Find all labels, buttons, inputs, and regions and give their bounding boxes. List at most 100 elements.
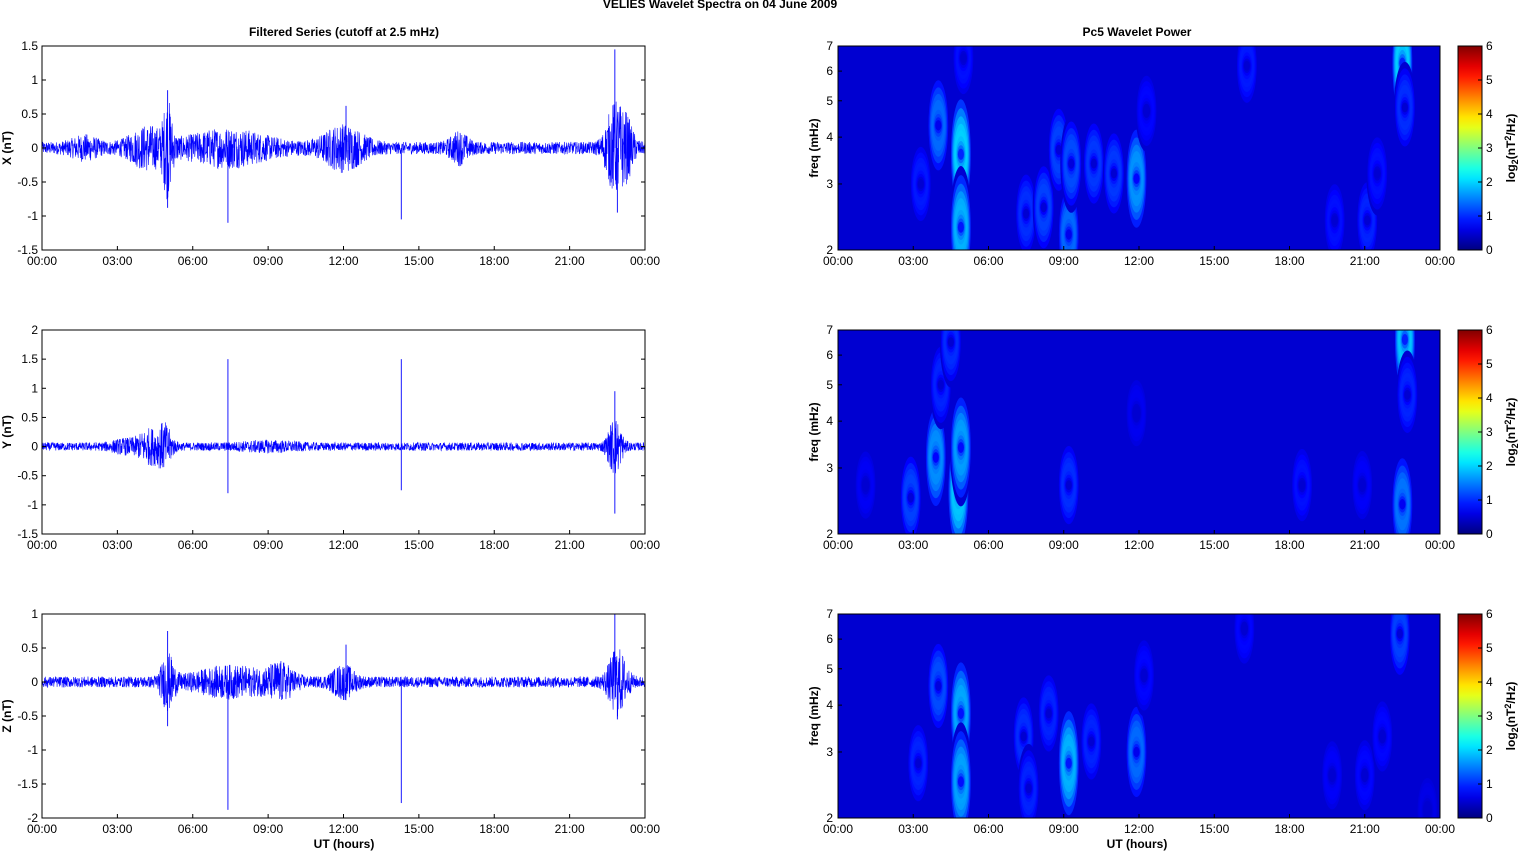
x-tick-label: 00:00 [823,538,853,552]
y-tick-label: 7 [826,323,833,337]
x-tick-label: 12:00 [328,538,358,552]
x-tick-label: 09:00 [253,254,283,268]
y-tick-label: -1 [27,743,38,757]
y-tick-label: 7 [826,607,833,621]
heatmap-blob [862,480,869,490]
x-tick-label: 15:00 [1199,538,1229,552]
x-tick-label: 09:00 [1049,822,1079,836]
y-axis-label: Y (nT) [0,415,14,449]
y-tick-label: 0.5 [21,107,38,121]
x-tick-label: 03:00 [898,538,928,552]
heatmap-blob [1361,770,1368,781]
x-tick-label: 00:00 [630,822,660,836]
y-tick-label: -2 [27,811,38,825]
heatmap-blob [1090,158,1097,169]
x-tick-label: 15:00 [1199,822,1229,836]
timeseries-panel-x: -1.5 -1 -0.5 0 0.5 1 1.5 00:00 03:00 06:00 09:00 12… [0,39,660,268]
heatmap-blob [1401,334,1408,346]
colorbar-tick-label: 0 [1486,811,1493,825]
left-column-title: Filtered Series (cutoff at 2.5 mHz) [249,25,439,39]
y-tick-label: -0.5 [17,709,38,723]
y-tick-label: 3 [826,177,833,191]
x-tick-label: 15:00 [1199,254,1229,268]
heatmap-blob [1023,208,1030,219]
x-tick-label: 06:00 [973,822,1003,836]
x-tick-label: 15:00 [404,822,434,836]
y-tick-label: -1.5 [17,777,38,791]
colorbar-tick-label: 2 [1486,743,1493,757]
x-tick-label: 12:00 [1124,822,1154,836]
heatmap-blob [1133,746,1140,758]
heatmap-blob [1359,480,1366,490]
x-tick-label: 09:00 [1049,538,1079,552]
right-xlabel: UT (hours) [1107,837,1168,851]
right-column-title: Pc5 Wavelet Power [1083,25,1192,39]
y-tick-label: 0.5 [21,410,38,424]
y-tick-label: -0.5 [17,469,38,483]
heatmap-blob [915,758,922,769]
heatmap-blob [1243,60,1250,71]
colorbar-label: log2(nT2/Hz) [1503,398,1520,467]
x-tick-label: 12:00 [328,822,358,836]
x-tick-label: 09:00 [1049,254,1079,268]
colorbar-tick-label: 2 [1486,459,1493,473]
colorbar-tick-label: 5 [1486,73,1493,87]
wavelet-panel-z: 2 3 4 5 6 7 00:00 03:00 06:00 09:00 12:00 15:00 18:0… [807,607,1520,836]
heatmap-blob [1374,168,1381,179]
colorbar-tick-label: 3 [1486,425,1493,439]
heatmap-cells [907,614,1439,818]
colorbar-tick-label: 2 [1486,175,1493,189]
y-tick-label: 4 [826,130,833,144]
heatmap-blob [1065,480,1072,491]
y-tick-label: 6 [826,64,833,78]
colorbar-label: log2(nT2/Hz) [1503,114,1520,183]
y-axis-label: X (nT) [0,131,14,165]
colorbar-tick-label: 4 [1486,107,1493,121]
y-tick-label: 1.5 [21,352,38,366]
x-tick-label: 06:00 [178,254,208,268]
x-tick-label: 06:00 [973,254,1003,268]
x-tick-label: 21:00 [1350,822,1380,836]
x-tick-label: 21:00 [555,254,585,268]
heatmap-blob [1055,144,1062,155]
x-tick-label: 00:00 [1425,538,1455,552]
y-axis-label: freq (mHz) [807,118,821,177]
heatmap-cells [854,330,1419,534]
colorbar-tick-label: 4 [1486,675,1493,689]
colorbar-tick-label: 1 [1486,777,1493,791]
colorbar-tick-label: 5 [1486,641,1493,655]
x-tick-label: 06:00 [178,822,208,836]
heatmap-blob [957,221,964,233]
axes-frame [41,329,646,535]
signal-trace [41,649,646,717]
y-tick-label: 2 [31,323,38,337]
heatmap-blob [1025,783,1032,794]
wavelet-panel-x: 2 3 4 5 6 7 00:00 03:00 06:00 09:00 12:00 15:00 18:0… [807,39,1520,268]
heatmap-blob [1110,168,1117,179]
y-tick-label: 0 [31,141,38,155]
x-tick-label: 00:00 [630,254,660,268]
heatmap-blob [960,53,967,63]
heatmap-blob [1088,736,1095,747]
heatmap-cells [909,46,1416,250]
y-tick-label: 1 [31,381,38,395]
colorbar-label: log2(nT2/Hz) [1503,682,1520,751]
heatmap-blob [907,492,914,503]
heatmap-blob [1020,731,1027,742]
heatmap-blob [1399,499,1406,510]
x-tick-label: 15:00 [404,538,434,552]
y-tick-label: 1.5 [21,39,38,53]
y-tick-label: -0.5 [17,175,38,189]
y-tick-label: 5 [826,662,833,676]
x-tick-label: 21:00 [1350,538,1380,552]
axes-frame [41,613,646,819]
heatmap-blob [935,120,942,131]
heatmap-blob [1065,229,1072,240]
heatmap-blob [1143,106,1150,116]
heatmap-blob [1396,628,1403,639]
x-tick-label: 06:00 [973,538,1003,552]
y-tick-label: 1 [31,607,38,621]
x-tick-label: 00:00 [823,822,853,836]
heatmap-blob [935,680,942,692]
y-axis-label: Z (nT) [0,699,14,732]
